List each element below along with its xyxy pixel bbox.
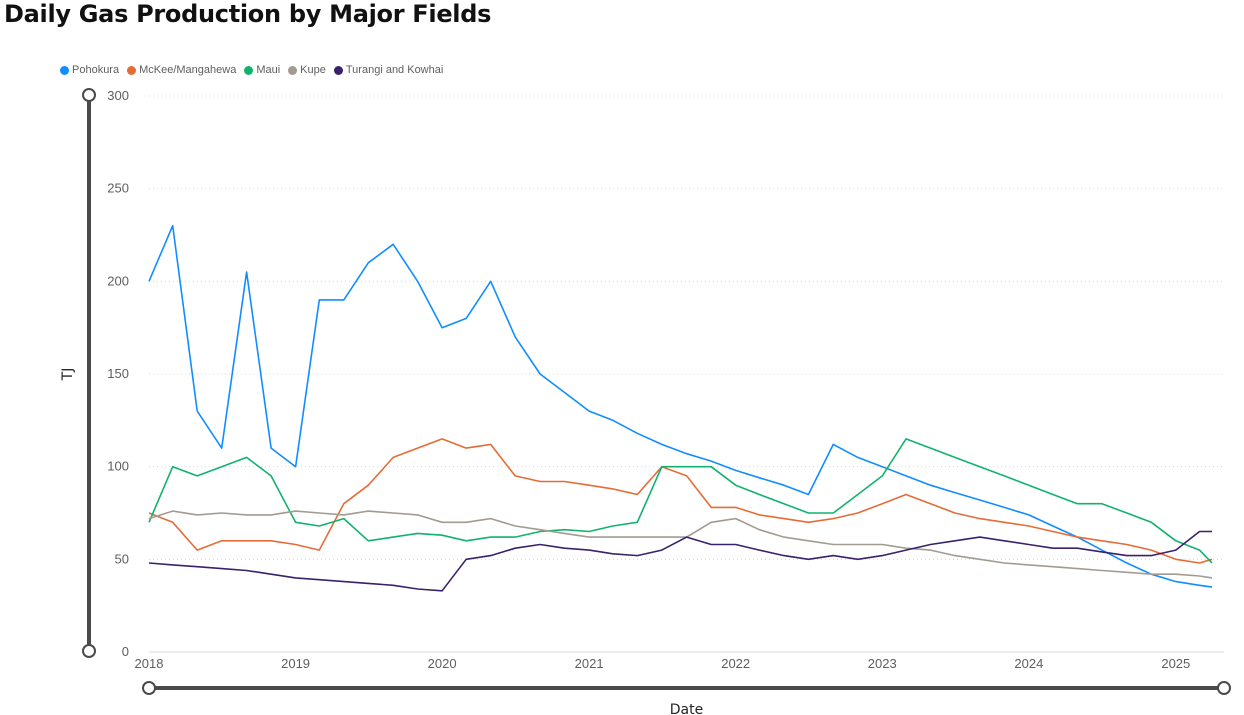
legend-item[interactable]: Pohokura: [60, 64, 119, 76]
legend-label: Maui: [256, 64, 281, 76]
y-tick-label: 300: [107, 88, 129, 103]
legend-marker: [60, 65, 69, 75]
series-line-maui: [148, 438, 1213, 564]
legend-label: McKee/Mangahewa: [139, 64, 237, 76]
y-tick-label: 100: [107, 459, 129, 474]
series-line-turangi-and-kowhai: [148, 530, 1212, 592]
x-tick-label: 2021: [575, 656, 604, 671]
x-tick-label: 2022: [721, 656, 750, 671]
legend-marker: [333, 65, 343, 75]
series-line-kupe: [148, 510, 1213, 579]
x-tick-label: 2024: [1014, 656, 1043, 671]
y-axis-title: TJ: [60, 368, 76, 382]
chart-title: Daily Gas Production by Major Fields: [4, 0, 492, 28]
x-tick-label: 2025: [1161, 656, 1190, 671]
y-tick-label: 50: [115, 551, 129, 566]
x-axis-title: Date: [670, 702, 703, 715]
legend-marker: [288, 65, 298, 75]
x-tick-label: 2018: [135, 656, 164, 671]
legend-marker: [244, 65, 254, 75]
y-tick-label: 0: [122, 644, 129, 659]
x-tick-label: 2020: [428, 656, 457, 671]
x-zoom-handle-left[interactable]: [142, 681, 156, 695]
legend-marker: [127, 65, 137, 75]
y-zoom-handle-top[interactable]: [82, 88, 96, 102]
legend-label: Turangi and Kowhai: [345, 64, 444, 76]
y-tick-label: 150: [107, 366, 129, 381]
legend-item[interactable]: Maui: [244, 64, 280, 76]
x-tick-label: 2023: [868, 656, 897, 671]
y-tick-label: 200: [107, 273, 129, 288]
x-tick-label: 2019: [281, 656, 310, 671]
series-line-mckee-mangahewa: [148, 438, 1213, 564]
y-zoom-handle-bottom[interactable]: [82, 644, 96, 658]
legend: Pohokura McKee/Mangahewa Maui Kupe Turangi a…: [60, 64, 443, 76]
legend-item[interactable]: Kupe: [288, 64, 326, 76]
x-zoom-handle-right[interactable]: [1217, 681, 1231, 695]
y-tick-label: 250: [107, 181, 129, 196]
legend-label: Pohokura: [72, 64, 120, 76]
legend-item[interactable]: McKee/Mangahewa: [127, 64, 236, 76]
series-line-pohokura: [148, 224, 1213, 588]
legend-item[interactable]: Turangi and Kowhai: [333, 64, 444, 76]
legend-label: Kupe: [300, 64, 326, 76]
